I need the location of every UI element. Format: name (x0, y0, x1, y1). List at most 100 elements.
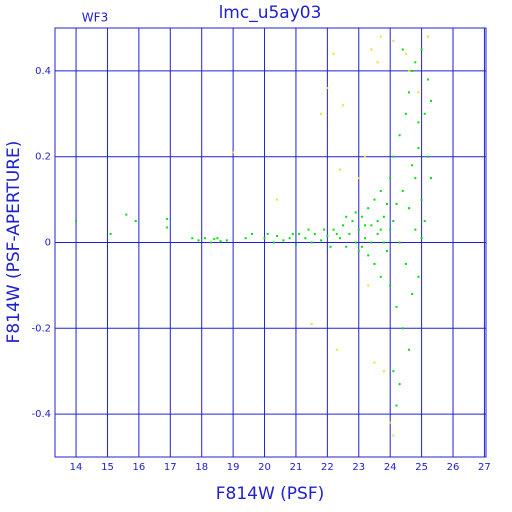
x-tick-label: 23 (352, 462, 365, 473)
point (364, 224, 367, 227)
point (367, 254, 370, 257)
point (408, 207, 411, 210)
point (401, 48, 404, 51)
point (166, 226, 169, 229)
point (392, 39, 395, 42)
point (342, 224, 345, 227)
point (75, 220, 78, 223)
point (376, 232, 379, 235)
point (304, 237, 307, 240)
point (373, 262, 376, 265)
point (379, 228, 382, 231)
point (423, 220, 426, 223)
point (417, 275, 420, 278)
point (250, 232, 253, 235)
point (401, 327, 404, 330)
point (376, 61, 379, 64)
point (414, 177, 417, 180)
point (420, 48, 423, 51)
point (420, 198, 423, 201)
point (426, 155, 429, 158)
point (320, 112, 323, 115)
point (411, 164, 414, 167)
y-tick-label: 0 (45, 238, 51, 249)
point (342, 104, 345, 107)
point (370, 224, 373, 227)
point (298, 232, 301, 235)
point (216, 237, 219, 240)
x-tick-label: 17 (164, 462, 177, 473)
point (401, 190, 404, 193)
point (326, 87, 329, 90)
point (364, 155, 367, 158)
point (417, 147, 420, 150)
point (197, 239, 200, 242)
y-tick-label: 0.4 (35, 66, 51, 77)
point (335, 348, 338, 351)
point (345, 245, 348, 248)
x-tick-label: 27 (478, 462, 491, 473)
point (338, 237, 341, 240)
point (357, 250, 360, 253)
point (398, 134, 401, 137)
point (420, 237, 423, 240)
point (370, 48, 373, 51)
point (379, 275, 382, 278)
y-axis-label: F814W (PSF-APERTURE) (4, 141, 24, 344)
point (389, 284, 392, 287)
point (125, 213, 128, 216)
point (408, 348, 411, 351)
point (272, 241, 275, 244)
point (225, 239, 228, 242)
x-tick-label: 21 (290, 462, 303, 473)
point (329, 245, 332, 248)
x-tick-label: 18 (195, 462, 208, 473)
point (266, 232, 269, 235)
point (134, 220, 137, 223)
point (332, 52, 335, 55)
y-tick-label: 0.2 (35, 152, 51, 163)
point (382, 215, 385, 218)
point (244, 237, 247, 240)
point (414, 228, 417, 231)
point (379, 35, 382, 38)
point (166, 217, 169, 220)
point (392, 155, 395, 158)
point (382, 241, 385, 244)
point (423, 112, 426, 115)
point (395, 404, 398, 407)
point (386, 202, 389, 205)
point (389, 177, 392, 180)
point (294, 243, 297, 246)
x-tick-label: 14 (70, 462, 83, 473)
point (282, 239, 285, 242)
point (357, 228, 360, 231)
point (288, 237, 291, 240)
point (404, 262, 407, 265)
point (307, 228, 310, 231)
point (417, 121, 420, 124)
point (360, 245, 363, 248)
point (392, 220, 395, 223)
point (310, 323, 313, 326)
point (213, 238, 216, 241)
point (370, 241, 373, 244)
y-tick-label: -0.2 (31, 323, 51, 334)
point (345, 215, 348, 218)
point (426, 35, 429, 38)
point (376, 220, 379, 223)
chart-title: lmc_u5ay03 (219, 3, 322, 23)
point (310, 241, 313, 244)
point (414, 61, 417, 64)
point (382, 370, 385, 373)
x-tick-label: 19 (227, 462, 240, 473)
x-tick-label: 25 (415, 462, 428, 473)
point (404, 112, 407, 115)
point (219, 240, 222, 243)
point (354, 211, 357, 214)
point (364, 237, 367, 240)
point (367, 207, 370, 210)
point (351, 220, 354, 223)
